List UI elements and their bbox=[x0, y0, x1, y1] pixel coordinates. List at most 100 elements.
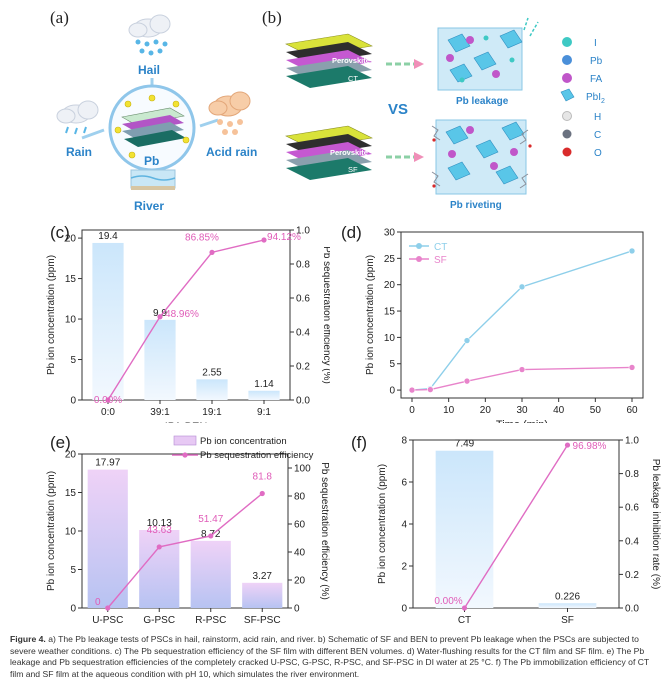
x-tick-label: CT bbox=[458, 615, 471, 626]
bar bbox=[190, 540, 231, 608]
bar-value-label: 19.4 bbox=[98, 231, 118, 242]
y-tick-label: 0 bbox=[389, 386, 395, 397]
bar bbox=[196, 379, 228, 400]
y2-tick-label: 0 bbox=[294, 604, 300, 615]
hail-label: Hail bbox=[138, 63, 160, 77]
y2-tick-label: 1.0 bbox=[625, 436, 639, 447]
bar bbox=[435, 450, 494, 608]
y-tick-label: 10 bbox=[384, 333, 396, 344]
y-tick-label: 10 bbox=[65, 527, 77, 538]
x-tick-label: 20 bbox=[480, 405, 492, 416]
legend-swatch-icon bbox=[562, 37, 572, 47]
legend-swatch-icon bbox=[562, 147, 572, 157]
panel-label: (c) bbox=[50, 223, 70, 242]
pb-leakage-crystal-icon bbox=[437, 17, 539, 91]
efficiency-label: 94.12% bbox=[267, 232, 301, 243]
data-point bbox=[408, 386, 416, 394]
panel-label: (e) bbox=[50, 433, 71, 452]
efficiency-label: 43.63 bbox=[147, 525, 172, 536]
y-tick-label: 6 bbox=[401, 478, 407, 489]
y-tick-label: 0 bbox=[401, 604, 407, 615]
panel-a-label: (a) bbox=[50, 8, 69, 27]
legend-item-i: I bbox=[562, 37, 597, 49]
y2-tick-label: 100 bbox=[294, 464, 311, 475]
ct-tag-label: CT bbox=[348, 74, 358, 83]
x-tick-label: R-PSC bbox=[195, 615, 226, 626]
data-point bbox=[628, 247, 636, 255]
y2-tick-label: 0.0 bbox=[625, 604, 639, 615]
bar-value-label: 3.27 bbox=[253, 571, 273, 582]
efficiency-label: 0.00% bbox=[434, 596, 462, 607]
figure-caption: Figure 4. a) The Pb leakage tests of PSC… bbox=[10, 634, 650, 680]
y2-tick-label: 60 bbox=[294, 520, 306, 531]
y-tick-label: 30 bbox=[384, 228, 396, 239]
ct-perovskite-label: Perovskite bbox=[332, 56, 370, 65]
x-tick-label: 10 bbox=[443, 405, 455, 416]
x-tick-label: G-PSC bbox=[143, 615, 175, 626]
y-tick-label: 2 bbox=[401, 562, 407, 573]
x-axis-label: Time (min) bbox=[496, 419, 548, 423]
legend-item-pbi2: PbI2 bbox=[560, 88, 605, 105]
legend-item-o: O bbox=[562, 147, 602, 159]
y2-tick-label: 0.8 bbox=[625, 469, 639, 480]
pb-leakage-label: Pb leakage bbox=[456, 96, 509, 107]
arrow-icon bbox=[386, 59, 424, 162]
legend-label: Pb ion concentration bbox=[200, 436, 287, 447]
panel-label: (d) bbox=[341, 223, 362, 242]
efficiency-line bbox=[107, 239, 265, 401]
legend-swatch-icon bbox=[173, 435, 197, 446]
legend-label: SF bbox=[434, 255, 447, 266]
x-tick-label: U-PSC bbox=[92, 615, 123, 626]
y2-axis-label: Pb leakage inhibition rate (%) bbox=[650, 459, 661, 590]
efficiency-point bbox=[461, 605, 468, 611]
river-icon bbox=[130, 169, 176, 190]
bar-value-label: 1.14 bbox=[254, 379, 274, 390]
bar bbox=[139, 529, 180, 608]
efficiency-label: 48.96% bbox=[165, 309, 199, 320]
y2-tick-label: 0.6 bbox=[625, 503, 639, 514]
y-tick-label: 20 bbox=[384, 280, 396, 291]
legend-item-fa: FA bbox=[562, 73, 603, 85]
x-tick-label: 40 bbox=[553, 405, 565, 416]
panel-b-label: (b) bbox=[262, 8, 282, 27]
y-tick-label: 25 bbox=[384, 254, 396, 265]
chart-c: (c) 0 5 10 15 20 Pb ion concentration (ppm) 0.0… bbox=[46, 223, 330, 423]
y-tick-label: 20 bbox=[65, 450, 77, 461]
vs-label: VS bbox=[388, 101, 408, 118]
y-axis-label: Pb ion concentration (ppm) bbox=[377, 464, 388, 584]
data-point bbox=[518, 366, 526, 373]
bar bbox=[248, 390, 280, 400]
y-tick-label: 5 bbox=[70, 565, 76, 576]
plot-frame bbox=[81, 229, 291, 401]
bar bbox=[92, 242, 124, 400]
x-tick-label: 60 bbox=[626, 405, 638, 416]
bar bbox=[144, 319, 176, 400]
y-tick-label: 4 bbox=[401, 520, 407, 531]
efficiency-point bbox=[105, 605, 111, 611]
y-tick-label: 0 bbox=[70, 604, 76, 615]
y2-tick-label: 0.2 bbox=[625, 570, 639, 581]
y-tick-label: 0 bbox=[70, 396, 76, 407]
rain-label: Rain bbox=[66, 145, 92, 159]
x-tick-label: 30 bbox=[516, 405, 528, 416]
legend-label: Pb sequestration efficiency bbox=[200, 450, 314, 461]
y2-tick-label: 40 bbox=[294, 548, 306, 559]
structure-legend: I Pb FA PbI2 H C O bbox=[560, 37, 605, 159]
rain-cloud-icon bbox=[56, 100, 99, 135]
acid-rain-cloud-icon bbox=[208, 91, 251, 135]
chart-d: (d) 0 5 10 15 20 25 30 Pb ion concentration (ppm… bbox=[341, 223, 644, 423]
y-tick-label: 15 bbox=[384, 307, 396, 318]
legend-swatch-icon bbox=[562, 129, 572, 139]
ct-film-stack-icon bbox=[285, 33, 373, 88]
x-axis-label: IPA:BEN bbox=[165, 421, 208, 423]
legend-item-h: H bbox=[562, 111, 601, 123]
efficiency-point bbox=[261, 237, 267, 243]
y2-tick-label: 0.0 bbox=[296, 396, 310, 407]
sf-film-stack-icon bbox=[285, 125, 373, 180]
y-tick-label: 10 bbox=[65, 315, 77, 326]
sf-tag-label: SF bbox=[348, 165, 358, 174]
data-point bbox=[463, 337, 471, 344]
legend-item-c: C bbox=[562, 129, 601, 141]
hail-cloud-icon bbox=[128, 14, 171, 56]
x-tick-label: SF-PSC bbox=[244, 615, 281, 626]
